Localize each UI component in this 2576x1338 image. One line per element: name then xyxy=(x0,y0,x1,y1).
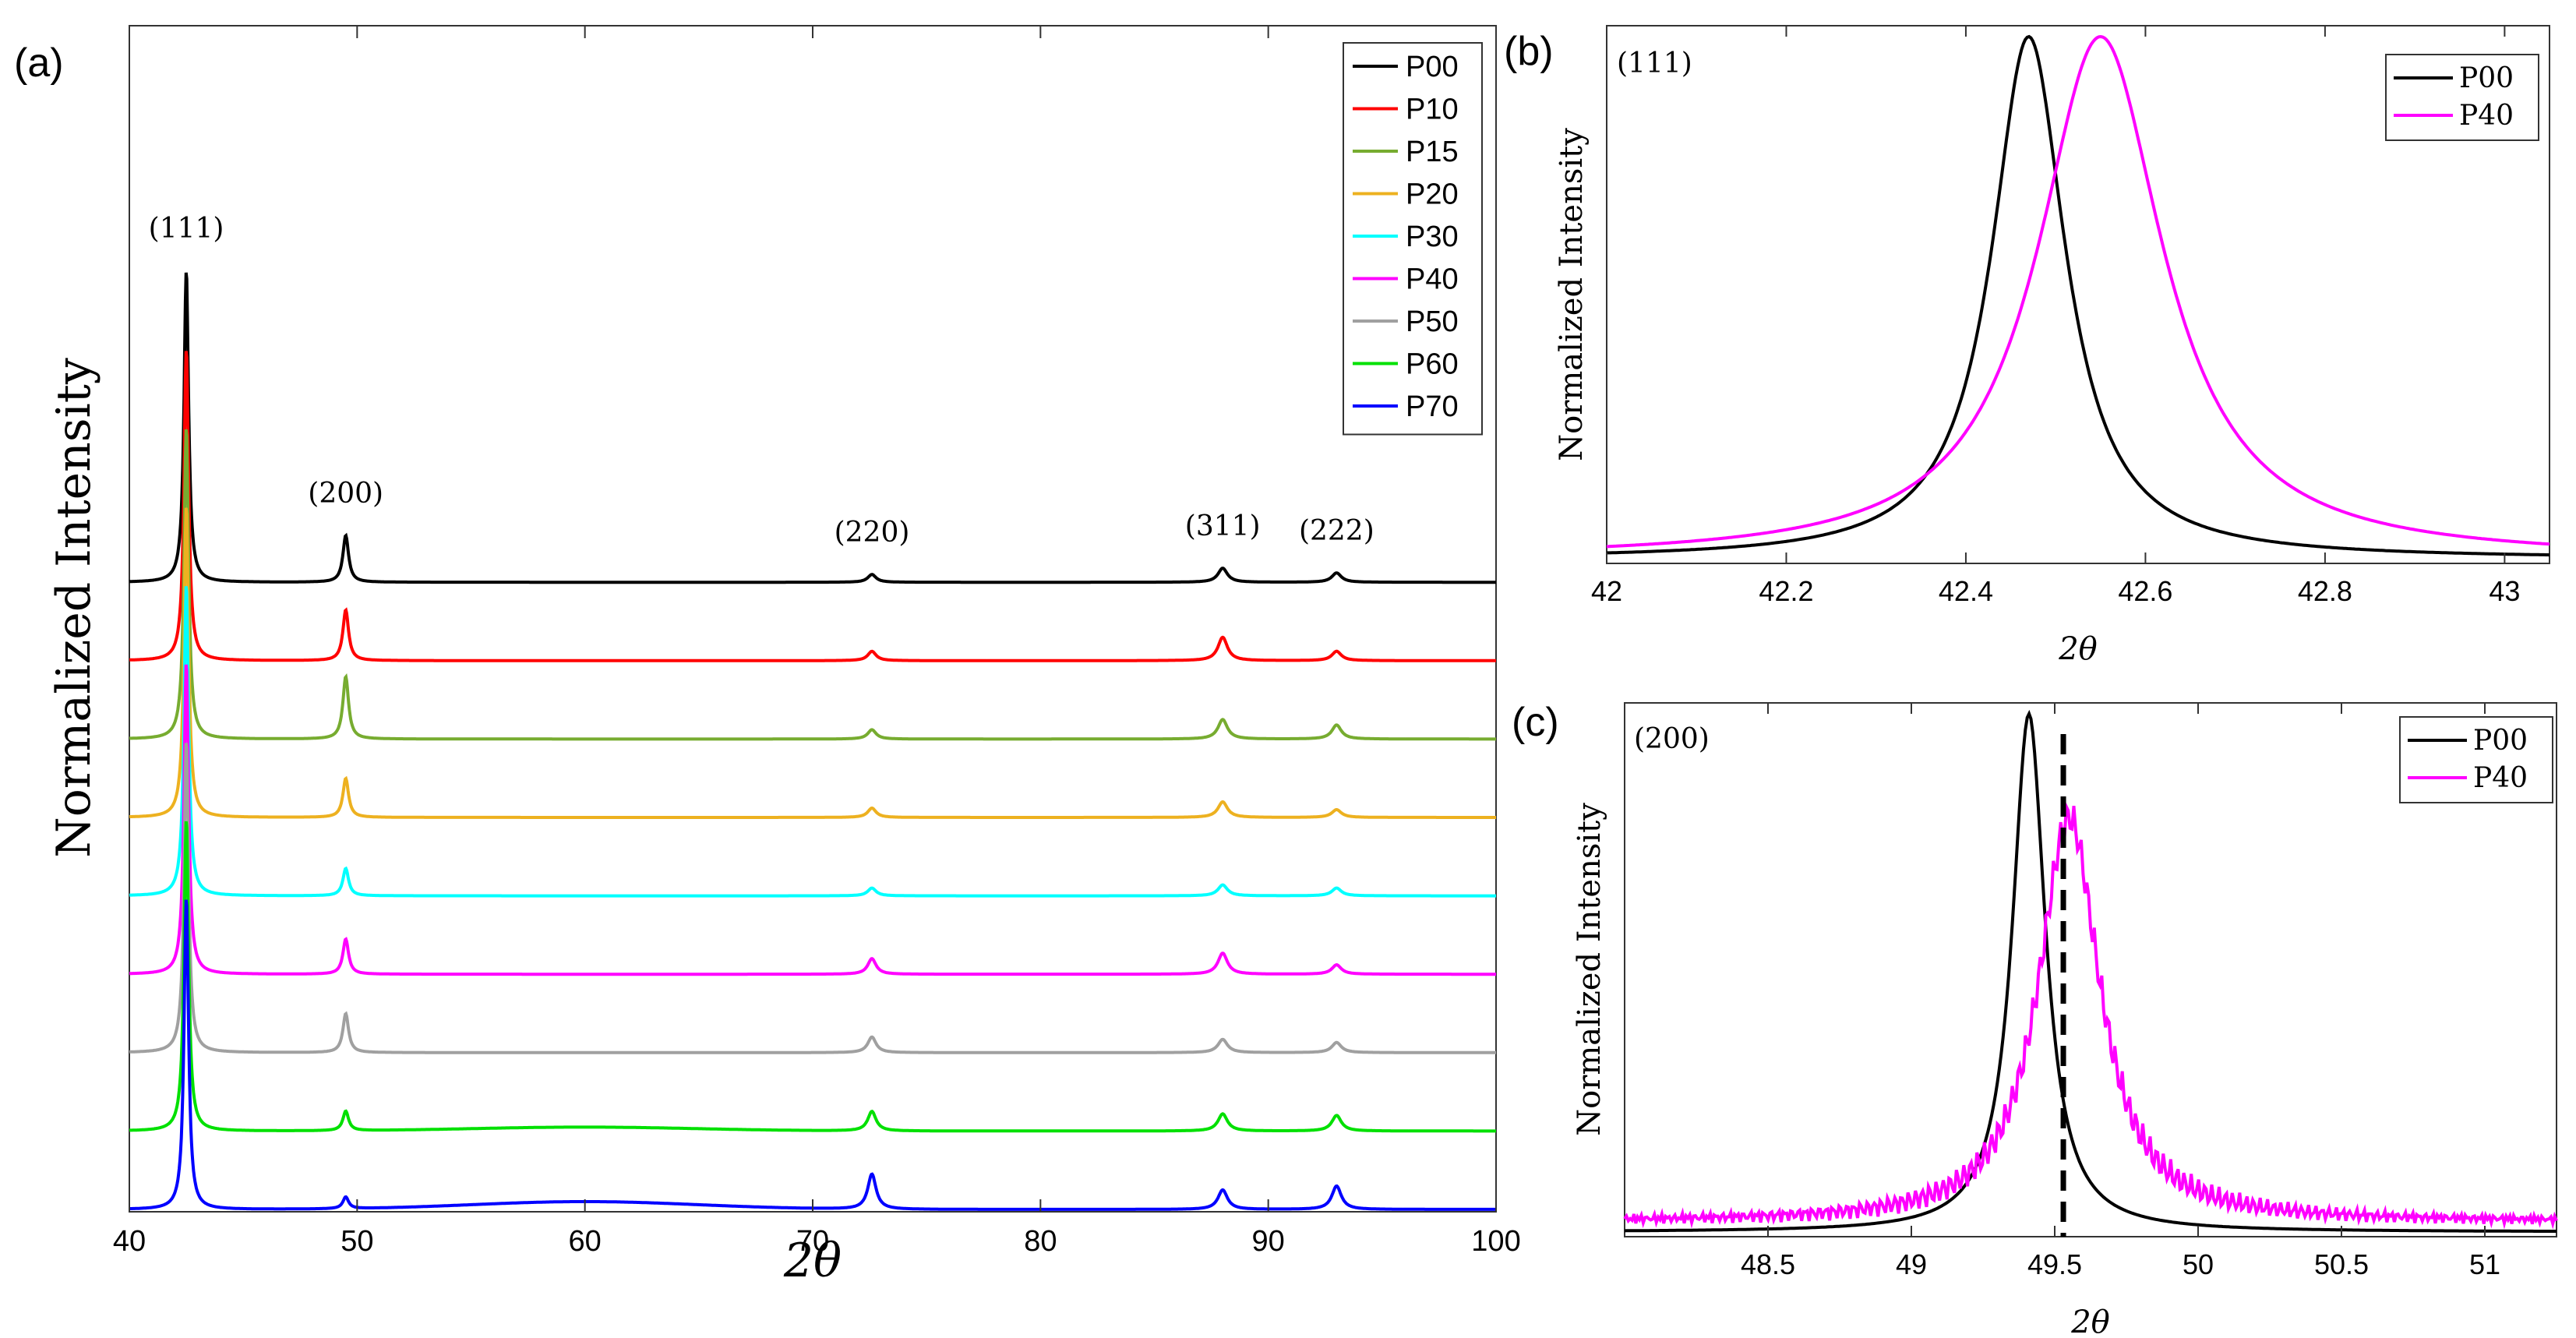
series-line-p40 xyxy=(129,664,1496,976)
xtick-label: 70 xyxy=(796,1225,829,1258)
legend-entry-p50: P50 xyxy=(1406,305,1459,338)
xtick-label: 60 xyxy=(569,1225,602,1258)
legend-entry-p00: P00 xyxy=(1406,51,1459,83)
panel-b-label: (b) xyxy=(1504,29,1554,74)
xtick-label: 51 xyxy=(2469,1248,2500,1280)
xtick-label: 90 xyxy=(1252,1225,1285,1258)
series-line-p30 xyxy=(129,586,1496,898)
xtick-label: 49 xyxy=(1896,1248,1927,1280)
panel-b-xticks: 42 42.2 42.4 42.6 42.8 43 xyxy=(1591,26,2520,607)
legend-entry-p60: P60 xyxy=(1406,348,1459,381)
xtick-label: 40 xyxy=(113,1225,146,1258)
panel-a-peak-labels: (111) (200) (220) (311) (222) xyxy=(149,213,1374,549)
legend-entry-p10: P10 xyxy=(1406,94,1459,126)
legend-entry-p20: P20 xyxy=(1406,178,1459,211)
series-line-p70 xyxy=(129,899,1496,1211)
xtick-label: 50 xyxy=(2183,1248,2214,1280)
series-line-p40 xyxy=(1623,800,2558,1230)
panel-c-annotation: (200) xyxy=(1634,723,1710,755)
panel-c-ylabel: Normalized Intensity xyxy=(1572,803,1607,1136)
legend-entry-p30: P30 xyxy=(1406,221,1459,253)
xtick-label: 50 xyxy=(341,1225,373,1258)
xtick-label: 100 xyxy=(1471,1225,1520,1258)
panel-a-series-group xyxy=(129,272,1496,1211)
panel-a-axes-box xyxy=(129,25,1497,1213)
legend-entry-p15: P15 xyxy=(1406,136,1459,168)
legend-entry-p00: P00 xyxy=(2473,725,2528,757)
panel-b-annotation: (111) xyxy=(1617,48,1692,79)
xtick-label: 80 xyxy=(1024,1225,1057,1258)
panel-c-xticks: 48.5 49 49.5 50 50.5 51 xyxy=(1741,703,2500,1280)
series-line-p60 xyxy=(129,821,1496,1133)
panel-a-ylabel: Normalized Intensity xyxy=(47,358,101,858)
peak-label: (220) xyxy=(835,517,910,549)
xtick-label: 42.4 xyxy=(1939,575,1993,607)
legend-entry-p40: P40 xyxy=(2473,762,2528,794)
panel-a-legend: P00 P10 P15 P20 P30 P40 P50 P60 P70 xyxy=(1343,42,1483,436)
panel-c-series-group xyxy=(1623,709,2558,1233)
series-line-p00 xyxy=(129,272,1496,584)
panel-c: (c) (200) 48.5 49 49.5 50 50.5 51 2θ Normaliz… xyxy=(1512,700,2558,1338)
peak-label: (222) xyxy=(1299,515,1374,547)
peak-label: (111) xyxy=(149,213,224,245)
legend-entry-p40: P40 xyxy=(2459,100,2514,132)
xtick-label: 48.5 xyxy=(1741,1248,1795,1280)
panel-a-xlabel: 2θ xyxy=(783,1234,842,1288)
series-line-p00 xyxy=(1606,34,2550,557)
series-line-p20 xyxy=(129,507,1496,819)
panel-b: (b) (111) 42 42.2 42.4 42.6 42.8 43 2θ Normal… xyxy=(1504,25,2550,667)
panel-b-xlabel: 2θ xyxy=(2058,631,2098,667)
peak-label: (311) xyxy=(1185,510,1261,542)
xtick-label: 49.5 xyxy=(2027,1248,2082,1280)
panel-a-xticks: 40 50 60 70 80 90 100 xyxy=(113,26,1521,1258)
series-line-p10 xyxy=(129,351,1496,662)
xtick-label: 42.6 xyxy=(2118,575,2172,607)
series-line-p40 xyxy=(1606,34,2550,549)
panel-c-axes-box xyxy=(1624,702,2557,1237)
series-line-p50 xyxy=(129,743,1496,1054)
panel-a-label: (a) xyxy=(14,41,64,86)
legend-entry-p00: P00 xyxy=(2459,62,2514,94)
xtick-label: 43 xyxy=(2489,575,2520,607)
series-line-p15 xyxy=(129,429,1496,741)
xtick-label: 50.5 xyxy=(2314,1248,2369,1280)
xtick-label: 42.2 xyxy=(1759,575,1813,607)
panel-c-xlabel: 2θ xyxy=(2070,1304,2110,1338)
panel-a: (a) (111) (200) (220) (311) (222) 40 50 60 70 80… xyxy=(14,25,1521,1288)
panel-c-label: (c) xyxy=(1512,700,1559,745)
legend-box xyxy=(2399,716,2553,803)
xtick-label: 42 xyxy=(1591,575,1622,607)
legend-entry-p70: P70 xyxy=(1406,390,1459,423)
legend-box xyxy=(2385,54,2539,141)
series-line-p00 xyxy=(1624,709,2557,1233)
panel-b-axes-box xyxy=(1606,25,2550,564)
panel-b-series-group xyxy=(1606,34,2550,557)
peak-label: (200) xyxy=(308,478,383,510)
panel-b-ylabel: Normalized Intensity xyxy=(1554,128,1590,461)
xtick-label: 42.8 xyxy=(2298,575,2352,607)
legend-entry-p40: P40 xyxy=(1406,263,1459,296)
